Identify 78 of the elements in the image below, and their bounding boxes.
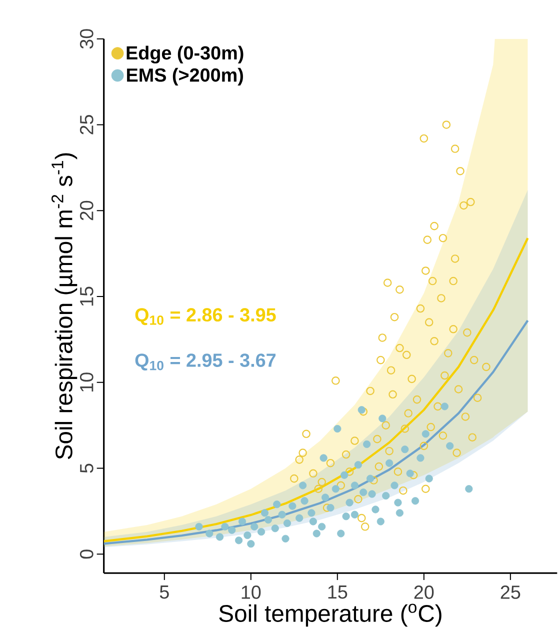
point: [340, 471, 348, 479]
point: [366, 474, 374, 482]
point: [401, 446, 409, 454]
point: [416, 454, 424, 462]
point: [394, 498, 402, 506]
point: [273, 500, 281, 508]
point: [238, 518, 246, 526]
point: [250, 522, 258, 530]
point: [322, 494, 330, 502]
point: [386, 459, 394, 467]
point: [378, 414, 386, 422]
point: [337, 530, 345, 538]
point: [406, 470, 414, 478]
y-tick-label: 20: [80, 200, 94, 220]
legend-label: EMS (>200m): [127, 68, 244, 86]
point: [326, 504, 334, 512]
point: [235, 536, 243, 544]
y-axis-title: Soil respiration (µmol m$^{-2}$ s$^{-1}$): [52, 153, 78, 460]
point: [206, 530, 214, 538]
point: [446, 442, 454, 450]
point: [350, 510, 359, 518]
point: [271, 524, 279, 532]
point: [440, 402, 449, 410]
point: [422, 430, 430, 438]
point: [258, 528, 266, 536]
annotation: Q$_{10}$ = 2.86 - 3.95: [135, 308, 276, 326]
point: [412, 497, 420, 505]
point: [390, 482, 398, 490]
point: [334, 424, 342, 433]
x-tick-label: 25: [500, 586, 520, 599]
point: [354, 461, 362, 469]
point: [465, 485, 473, 493]
point: [278, 510, 286, 518]
point: [318, 522, 326, 530]
point: [363, 440, 371, 448]
point: [216, 533, 224, 541]
x-tick-label: 10: [242, 586, 261, 599]
point: [299, 482, 307, 490]
point: [288, 502, 296, 510]
point: [282, 534, 290, 542]
point: [376, 518, 384, 526]
x-tick-label: 15: [328, 586, 348, 599]
point: [308, 509, 316, 517]
point: [247, 540, 255, 548]
point: [346, 498, 354, 506]
x-tick-label: 20: [414, 586, 434, 599]
y-tick-label: 10: [80, 372, 94, 392]
point: [260, 509, 269, 517]
point: [195, 522, 203, 530]
point: [309, 518, 318, 526]
point: [283, 519, 292, 528]
point: [358, 406, 366, 414]
y-tick-label: 25: [80, 115, 94, 134]
point: [425, 474, 433, 482]
y-tick-label: 0: [80, 550, 94, 559]
point: [264, 516, 272, 524]
point: [396, 509, 404, 517]
annotation: Q$_{10}$ = 2.95 - 3.67: [135, 354, 276, 370]
point: [332, 485, 340, 493]
point: [320, 454, 328, 462]
point: [312, 530, 320, 538]
y-tick-label: 30: [80, 29, 94, 49]
point: [221, 522, 229, 530]
point: [382, 492, 390, 500]
point: [300, 497, 308, 505]
x-tick-label: 5: [160, 586, 169, 599]
point: [350, 482, 359, 490]
y-tick-label: 15: [80, 286, 94, 306]
point: [296, 514, 304, 522]
point: [244, 531, 252, 540]
point: [368, 490, 376, 498]
point: [342, 512, 350, 520]
point: [228, 526, 236, 534]
x-axis-title: Soil temperature ($^{o}$C): [219, 604, 442, 627]
y-tick-label: 5: [80, 464, 94, 473]
point: [360, 488, 368, 496]
point: [372, 506, 380, 514]
legend-label: Edge (0-30m): [126, 46, 244, 64]
